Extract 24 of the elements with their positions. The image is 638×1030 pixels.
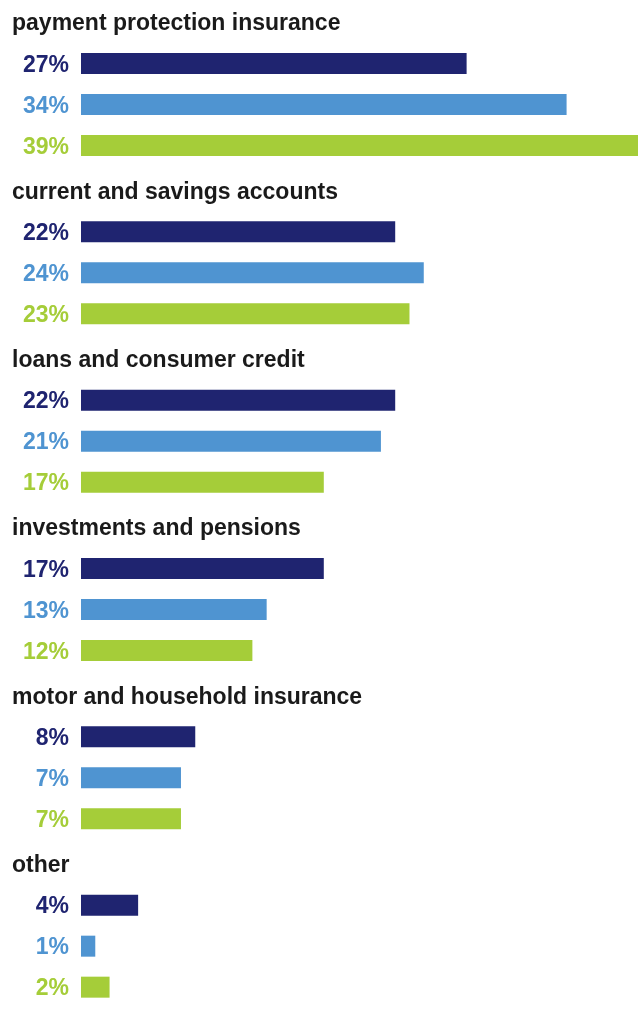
y-tick-label: current and savings accounts bbox=[12, 177, 338, 204]
data-label: 23% bbox=[22, 300, 69, 327]
data-label: 27% bbox=[22, 50, 69, 77]
data-label: 7% bbox=[35, 805, 69, 832]
data-label: 17% bbox=[22, 469, 69, 496]
y-tick-label: motor and household insurance bbox=[12, 682, 363, 709]
data-label: 7% bbox=[35, 764, 69, 791]
data-label: 12% bbox=[22, 637, 69, 664]
data-label: 34% bbox=[22, 91, 69, 118]
y-tick-label: other bbox=[12, 850, 70, 877]
data-label: 24% bbox=[22, 259, 69, 286]
y-tick-label: payment protection insurance bbox=[12, 9, 341, 36]
data-label: 13% bbox=[22, 596, 69, 623]
y-tick-label: investments and pensions bbox=[12, 514, 301, 541]
data-label: 8% bbox=[35, 723, 69, 750]
data-label: 1% bbox=[35, 933, 69, 960]
data-label: 2% bbox=[35, 974, 69, 1001]
data-label: 22% bbox=[22, 218, 69, 245]
data-label: 39% bbox=[22, 132, 69, 159]
data-label: 21% bbox=[22, 428, 69, 455]
y-tick-label: loans and consumer credit bbox=[12, 345, 306, 372]
data-label: 4% bbox=[35, 892, 69, 919]
data-label: 17% bbox=[22, 555, 69, 582]
data-label: 22% bbox=[22, 387, 69, 414]
